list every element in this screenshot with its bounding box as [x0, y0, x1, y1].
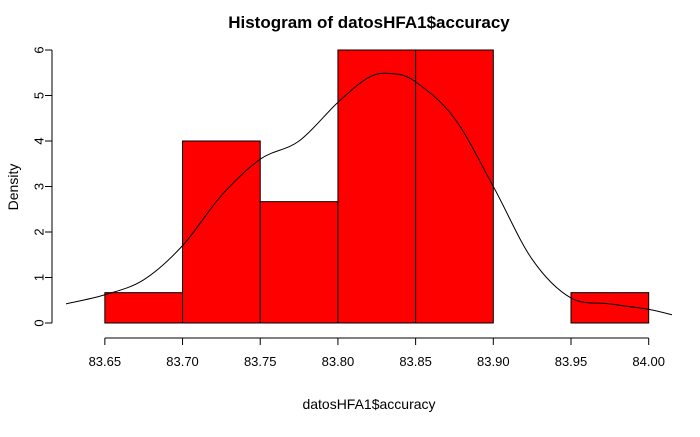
x-tick-label: 83.90: [477, 354, 510, 369]
chart-title: Histogram of datosHFA1$accuracy: [228, 13, 510, 32]
y-tick-label: 2: [31, 228, 46, 235]
x-axis: 83.65 83.70 83.75 83.80 83.85 83.90 83.95 84.00: [89, 337, 665, 369]
y-tick-label: 3: [31, 183, 46, 190]
y-tick-label: 6: [31, 46, 46, 53]
x-tick-label: 83.85: [399, 354, 432, 369]
bars-layer: [104, 49, 650, 324]
y-axis: 0 1 2 3 4 5 6: [31, 46, 53, 327]
x-tick-label: 83.70: [166, 354, 199, 369]
x-tick-label: 83.65: [89, 354, 122, 369]
histogram-bar-2: [259, 201, 339, 324]
histogram-bar-3: [337, 49, 417, 324]
y-tick-label: 4: [31, 137, 46, 144]
histogram-bar-0: [104, 292, 184, 324]
y-tick-label: 5: [31, 92, 46, 99]
density-curve: [65, 72, 673, 316]
x-tick-label: 83.95: [555, 354, 588, 369]
x-axis-label: datosHFA1$accuracy: [302, 396, 435, 412]
x-tick-label: 84.00: [632, 354, 665, 369]
y-tick-label: 1: [31, 274, 46, 281]
x-tick-label: 83.75: [244, 354, 277, 369]
x-tick-label: 83.80: [322, 354, 355, 369]
histogram-bar-4: [415, 49, 494, 324]
y-axis-label: Density: [5, 164, 21, 211]
histogram-bar-1: [182, 140, 261, 324]
y-tick-label: 0: [31, 319, 46, 326]
